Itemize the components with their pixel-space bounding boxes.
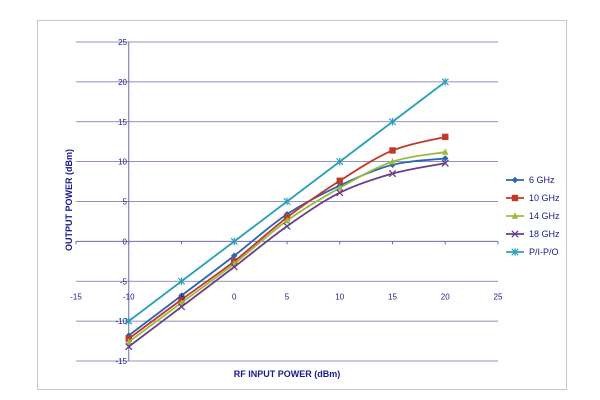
legend-label: 10 GHz	[529, 193, 560, 203]
marker-x	[230, 263, 238, 271]
marker-diamond	[511, 176, 519, 184]
x-tick-label: -15	[70, 292, 82, 301]
marker-diamond	[442, 155, 449, 162]
marker-square	[511, 194, 519, 202]
x-tick-label: 5	[285, 292, 290, 301]
series-line	[128, 151, 446, 343]
x-tick-label: 20	[441, 292, 450, 301]
series-10-ghz	[125, 133, 449, 342]
marker-triangle	[389, 157, 396, 165]
marker-x	[125, 342, 133, 351]
marker-triangle	[178, 299, 185, 306]
marker-square	[442, 133, 449, 141]
chart-frame	[37, 20, 567, 390]
marker-square	[389, 147, 396, 154]
marker-star	[511, 248, 519, 256]
marker-x	[511, 230, 519, 238]
axes	[75, 42, 499, 361]
marker-diamond	[231, 252, 238, 259]
marker-star	[177, 277, 186, 285]
marker-triangle	[336, 184, 343, 191]
marker-x	[388, 169, 397, 178]
x-tick-label: 15	[388, 292, 397, 301]
marker-star	[336, 157, 344, 166]
legend-item: 14 GHz	[506, 211, 560, 221]
marker-star	[441, 78, 449, 86]
series-14-ghz	[125, 148, 449, 345]
y-tick-label: 15	[118, 118, 127, 127]
legend: 6 GHz 10 GHz 14 GHz 18 GHz P/I-P/O	[506, 175, 560, 257]
legend-item: 18 GHz	[506, 229, 560, 239]
y-tick-label: -10	[115, 317, 127, 326]
series-6-ghz	[125, 155, 449, 339]
y-tick-label: 10	[118, 158, 127, 167]
series-layer	[125, 78, 449, 351]
marker-x	[441, 159, 449, 167]
x-axis-title: RF INPUT POWER (dBm)	[234, 369, 341, 379]
x-tick-label: 25	[494, 292, 503, 301]
marker-diamond	[389, 161, 396, 169]
legend-item: 10 GHz	[506, 193, 560, 203]
marker-triangle	[442, 148, 449, 155]
series-line	[128, 136, 446, 340]
marker-x	[336, 189, 344, 197]
x-tick-label: 10	[335, 292, 344, 301]
marker-x	[283, 222, 291, 230]
series-18-ghz	[125, 159, 449, 351]
y-tick-label: 5	[123, 198, 128, 207]
x-tick-label: -5	[178, 292, 186, 301]
marker-star	[125, 317, 133, 325]
marker-x	[177, 303, 186, 311]
marker-square	[336, 177, 343, 184]
marker-triangle	[283, 216, 291, 224]
marker-triangle	[125, 338, 132, 345]
legend-label: P/I-P/O	[529, 247, 559, 257]
legend-label: 6 GHz	[529, 175, 555, 185]
y-tick-label: 25	[118, 38, 127, 47]
y-tick-label: -15	[115, 357, 127, 366]
y-tick-label: 20	[118, 78, 127, 87]
marker-star	[283, 197, 291, 206]
grid-lines	[76, 41, 498, 362]
series-line	[128, 157, 446, 337]
x-tick-label: -10	[123, 292, 135, 301]
marker-star	[388, 118, 397, 126]
legend-label: 14 GHz	[529, 211, 560, 221]
y-tick-label: 0	[123, 237, 128, 246]
x-tick-label: 0	[232, 292, 237, 301]
series-line	[128, 162, 446, 348]
y-tick-label: -5	[120, 277, 128, 286]
legend-item: 6 GHz	[506, 175, 555, 185]
marker-star	[230, 237, 238, 246]
legend-item: P/I-P/O	[506, 247, 559, 257]
y-axis-title: OUTPUT POWER (dBm)	[64, 149, 74, 251]
tick-labels: -15 -10 -5 0 5 10 15 20 25 -15 -10 -5 0 5 10 15 20 25	[70, 38, 503, 366]
marker-triangle	[511, 212, 519, 219]
series-p-i-p-o	[125, 78, 449, 325]
legend-label: 18 GHz	[529, 229, 560, 239]
